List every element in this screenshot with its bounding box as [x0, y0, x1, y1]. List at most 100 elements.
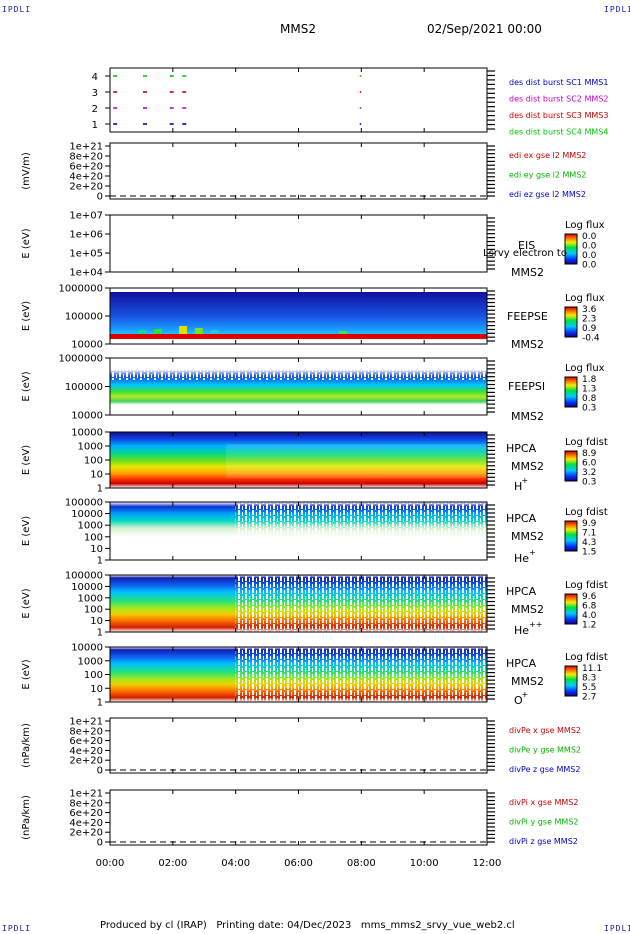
panel-frame-10	[109, 789, 488, 846]
spacecraft-label: MMS2	[511, 530, 544, 543]
y-tick-label: 10000	[71, 411, 103, 422]
colorbar	[564, 450, 578, 482]
colorbar-tick-label: 1.3	[582, 385, 596, 395]
colorbar-tick-label: 11.1	[582, 664, 602, 674]
legend-entry: edi ey gse l2 MMS2	[509, 171, 587, 180]
y-tick-label: 10	[90, 544, 103, 555]
colorbar	[564, 593, 578, 625]
y-axis-label: E (eV)	[21, 228, 32, 258]
burst-marker	[169, 91, 174, 93]
spacecraft-label: MMS2	[511, 266, 544, 279]
burst-marker	[142, 91, 147, 93]
burst-marker	[182, 91, 187, 93]
y-tick-label: 8e+20	[69, 152, 103, 163]
date-title: 02/Sep/2021 00:00	[427, 22, 542, 36]
spectrogram-fill	[110, 432, 487, 488]
colorbar-tick-label: 0.3	[582, 478, 596, 488]
y-tick-label: 1000	[78, 442, 103, 453]
y-tick-label: 1e+04	[69, 268, 103, 279]
colorbar-tick-label: 0.3	[582, 404, 596, 414]
colorbar-tick-label: -0.4	[582, 334, 600, 344]
y-tick-label: 1	[97, 556, 103, 567]
species-label: He	[514, 624, 529, 637]
burst-marker	[169, 107, 174, 109]
time-tick-label: 12:00	[473, 858, 502, 869]
y-axis-label: E (eV)	[21, 659, 32, 689]
y-tick-label: 6e+20	[69, 808, 103, 819]
legend-entry: des dist burst SC3 MMS3	[509, 111, 608, 120]
y-tick-label: 10000	[71, 643, 103, 654]
colorbar-tick-label: 0.8	[582, 394, 597, 404]
species-charge-label: +	[522, 476, 529, 485]
y-tick-label: 100	[84, 532, 103, 543]
burst-marker	[182, 123, 187, 125]
instrument-label: HPCA	[506, 512, 537, 525]
spectrogram-band	[110, 334, 487, 339]
y-tick-label: 1e+21	[69, 717, 103, 728]
burst-marker	[113, 75, 118, 77]
colorbar-tick-label: 2.7	[582, 693, 596, 703]
y-tick-label: 1e+07	[69, 211, 103, 222]
colorbar-tick-label: 9.9	[582, 519, 597, 529]
spectrogram-patch	[210, 330, 219, 334]
y-axis-label: E (eV)	[21, 445, 32, 475]
species-label: He	[514, 552, 529, 565]
y-tick-label: 4e+20	[69, 746, 103, 757]
colorbar	[564, 520, 578, 552]
colorbar-tick-label: 9.6	[582, 592, 597, 602]
spacecraft-label: MMS2	[511, 675, 544, 688]
colorbar	[564, 306, 578, 338]
species-label: O	[514, 694, 523, 707]
colorbar-title: Log flux	[565, 363, 605, 374]
spectrogram-noise	[110, 366, 487, 380]
instrument-label: HPCA	[506, 442, 537, 455]
spacecraft-label: MMS2	[511, 603, 544, 616]
y-axis-label: (mV/m)	[21, 152, 32, 190]
burst-marker	[359, 91, 362, 93]
panel-frame-2	[109, 214, 488, 273]
y-tick-label: 100000	[65, 312, 103, 323]
y-tick-label: 1000	[78, 521, 103, 532]
colorbar	[564, 376, 578, 408]
y-axis-label: (nPa/km)	[21, 795, 32, 840]
y-axis-label: E (eV)	[21, 371, 32, 401]
y-tick-label: 10000	[71, 509, 103, 520]
colorbar-tick-label: 8.3	[582, 674, 596, 684]
legend-entry: divPi y gse MMS2	[509, 818, 578, 827]
colorbar-title: Log flux	[565, 220, 605, 231]
colorbar	[564, 233, 578, 265]
spectrogram-noise	[235, 647, 487, 702]
y-tick-label: 6e+20	[69, 162, 103, 173]
panel-frame-0	[109, 67, 488, 133]
time-tick-label: 04:00	[221, 858, 250, 869]
y-tick-label: 1000000	[58, 354, 103, 365]
y-tick-label: 1000000	[58, 284, 103, 295]
y-tick-label: 2e+20	[69, 756, 103, 767]
legend-entry: edi ez gse l2 MMS2	[509, 190, 586, 199]
legend-entry: divPe z gse MMS2	[509, 765, 580, 774]
y-axis-label: E (eV)	[21, 301, 32, 331]
colorbar-tick-label: 4.0	[582, 611, 597, 621]
legend-entry: des dist burst SC1 MMS1	[509, 78, 608, 87]
time-tick-label: 02:00	[158, 858, 187, 869]
colorbar-tick-label: 0.0	[582, 251, 597, 261]
y-tick-label: 4	[92, 72, 98, 83]
burst-marker	[182, 75, 187, 77]
instrument-label: FEEPSE	[507, 310, 548, 323]
colorbar-title: Log fdist	[565, 652, 608, 663]
colorbar-tick-label: 0.0	[582, 261, 597, 271]
spacecraft-label: MMS2	[511, 338, 544, 351]
colorbar-tick-label: 6.0	[582, 459, 597, 469]
legend-entry: des dist burst SC4 MMS4	[509, 128, 608, 137]
burst-marker	[113, 123, 118, 125]
y-tick-label: 3	[92, 88, 98, 99]
burst-marker	[142, 75, 147, 77]
y-tick-label: 0	[97, 838, 103, 849]
spectrogram-shade	[226, 444, 487, 478]
time-tick-label: 08:00	[347, 858, 376, 869]
species-charge-label: +	[522, 690, 529, 699]
burst-marker	[359, 75, 362, 77]
y-tick-label: 0	[97, 192, 103, 203]
corner-label-top-right: IPDLI	[604, 5, 630, 14]
spacecraft-label: MMS2	[511, 460, 544, 473]
